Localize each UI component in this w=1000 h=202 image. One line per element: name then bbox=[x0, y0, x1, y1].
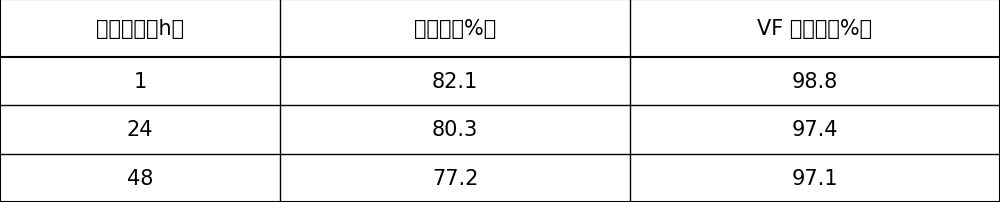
Text: 1: 1 bbox=[133, 72, 147, 92]
Text: 77.2: 77.2 bbox=[432, 168, 478, 188]
Text: 转化率（%）: 转化率（%） bbox=[414, 19, 496, 39]
Text: 97.4: 97.4 bbox=[792, 120, 838, 140]
Text: VF 选择性（%）: VF 选择性（%） bbox=[757, 19, 873, 39]
Text: 80.3: 80.3 bbox=[432, 120, 478, 140]
Text: 反应时间（h）: 反应时间（h） bbox=[96, 19, 184, 39]
Text: 24: 24 bbox=[127, 120, 153, 140]
Text: 48: 48 bbox=[127, 168, 153, 188]
Text: 82.1: 82.1 bbox=[432, 72, 478, 92]
Text: 97.1: 97.1 bbox=[792, 168, 838, 188]
Text: 98.8: 98.8 bbox=[792, 72, 838, 92]
